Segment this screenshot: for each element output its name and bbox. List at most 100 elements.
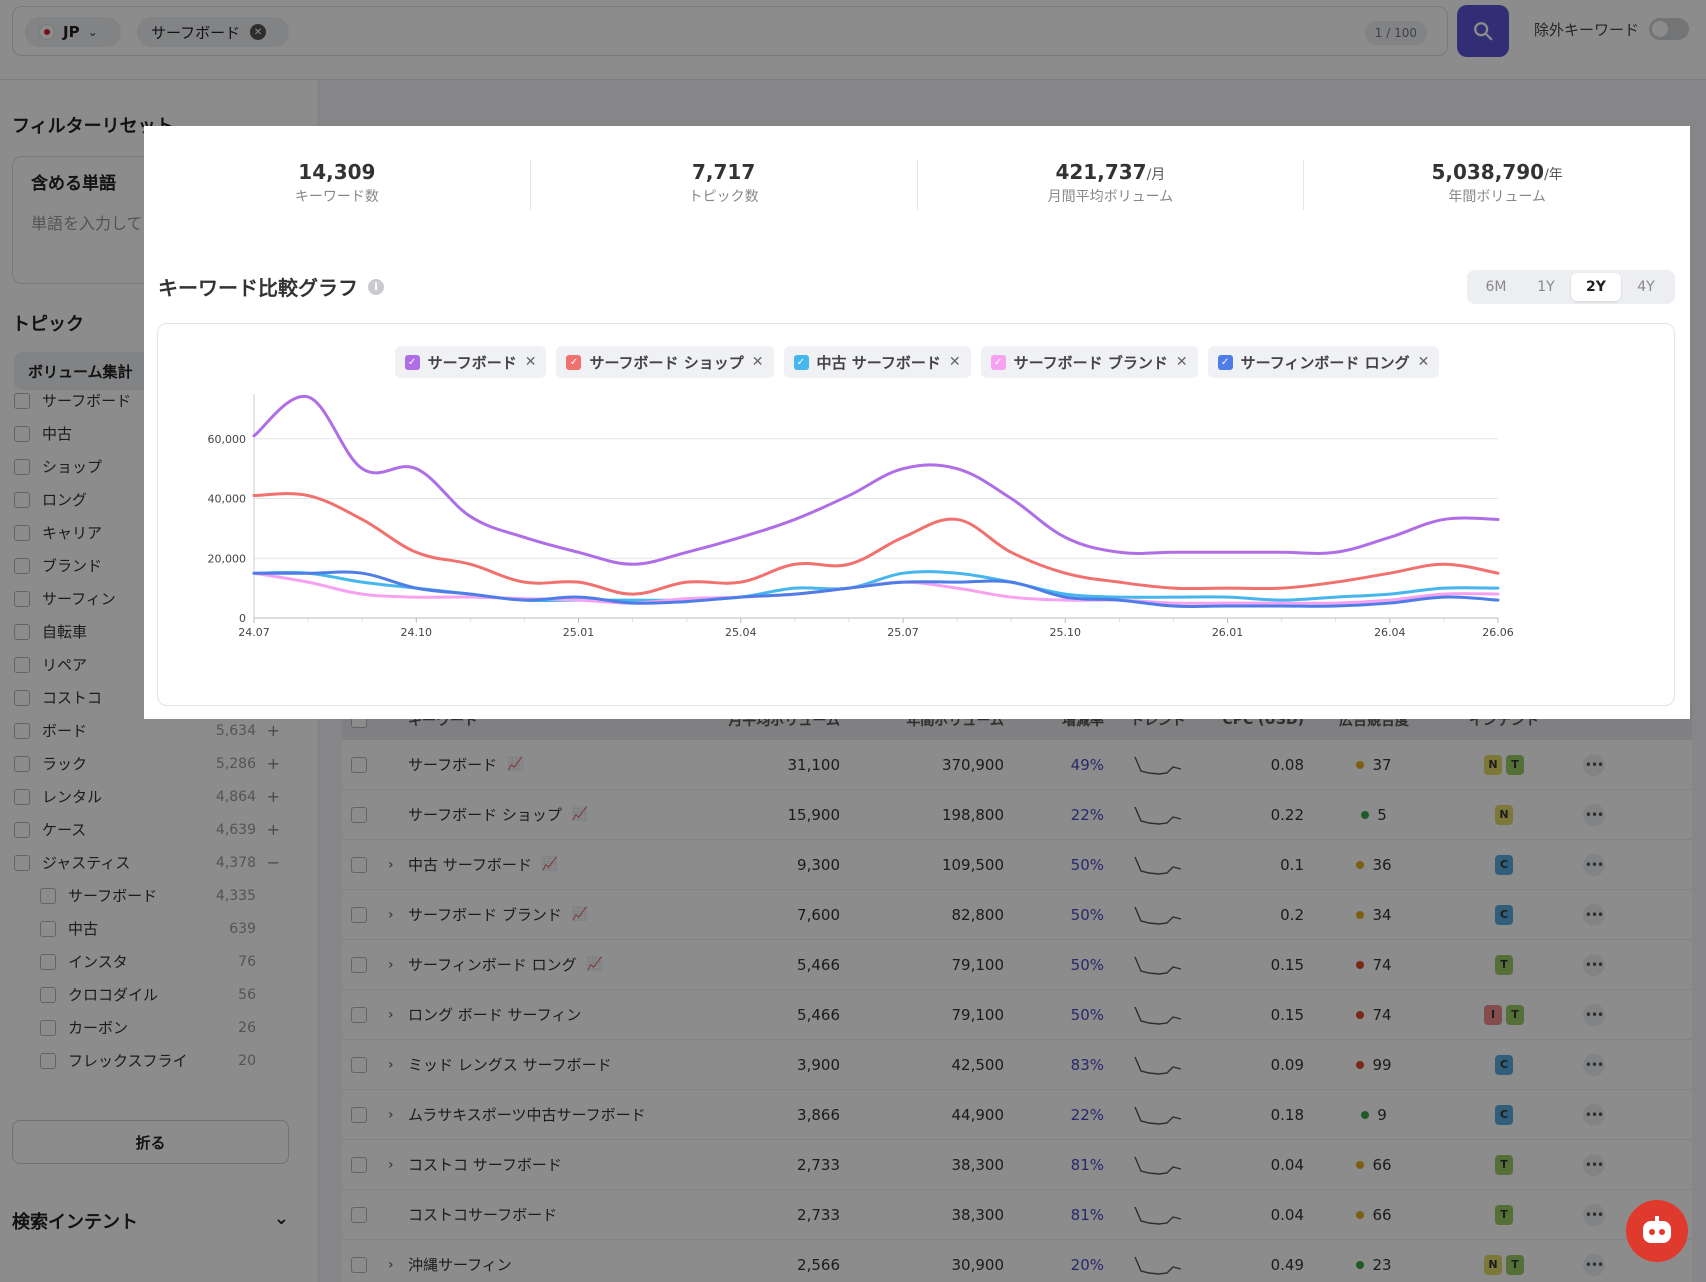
topic-item[interactable]: ラック 5,286 + <box>14 747 280 780</box>
more-options-icon[interactable]: ••• <box>1583 903 1605 926</box>
row-checkbox[interactable] <box>351 1156 367 1173</box>
topic-item[interactable]: サーフボード 4,335 <box>14 879 280 912</box>
keyword-text[interactable]: コストコ サーフボード <box>408 1156 562 1174</box>
topic-item[interactable]: サーフィン <box>14 582 280 615</box>
search-intent-section[interactable]: 検索インテント ⌄ <box>12 1208 289 1234</box>
more-options-icon[interactable]: ••• <box>1583 753 1605 776</box>
topic-checkbox[interactable] <box>40 920 56 937</box>
topic-checkbox[interactable] <box>14 689 30 706</box>
legend-checkbox[interactable]: ✓ <box>404 354 420 370</box>
expand-row-icon[interactable]: › <box>388 1006 394 1023</box>
topic-item[interactable]: ロング <box>14 483 280 516</box>
topic-checkbox[interactable] <box>14 623 30 640</box>
topic-checkbox[interactable] <box>14 788 30 805</box>
range-button-2y[interactable]: 2Y <box>1571 273 1621 301</box>
row-checkbox[interactable] <box>351 1056 367 1073</box>
topic-checkbox[interactable] <box>40 1019 56 1036</box>
exclude-keyword-toggle[interactable] <box>1649 18 1690 40</box>
expand-row-icon[interactable]: › <box>388 1256 394 1273</box>
topic-checkbox[interactable] <box>14 656 30 673</box>
keyword-text[interactable]: ロング ボード サーフィン <box>408 1006 582 1024</box>
remove-series-icon[interactable]: ✕ <box>1175 354 1188 370</box>
table-row[interactable]: › ムラサキスポーツ中古サーフボード 3,866 44,900 22% 0.18… <box>342 1090 1692 1140</box>
chart-icon[interactable]: 📈 <box>571 807 589 822</box>
legend-item[interactable]: ✓ サーフボード ブランド ✕ <box>980 346 1198 378</box>
table-row[interactable]: › サーフィンボード ロング 📈 5,466 79,100 50% 0.15 74… <box>342 940 1692 990</box>
row-checkbox[interactable] <box>351 1206 367 1223</box>
more-options-icon[interactable]: ••• <box>1583 1053 1605 1076</box>
topic-item[interactable]: ショップ <box>14 450 280 483</box>
chart-icon[interactable]: 📈 <box>507 757 524 772</box>
topic-checkbox[interactable] <box>14 458 30 475</box>
table-row[interactable]: › サーフボード ブランド 📈 7,600 82,800 50% 0.2 34 C… <box>342 890 1692 940</box>
topic-checkbox[interactable] <box>14 854 30 871</box>
row-checkbox[interactable] <box>351 1106 367 1123</box>
expand-row-icon[interactable]: › <box>388 1056 394 1073</box>
topic-checkbox[interactable] <box>14 722 30 739</box>
row-checkbox[interactable] <box>351 806 367 823</box>
range-button-4y[interactable]: 4Y <box>1637 279 1655 295</box>
more-options-icon[interactable]: ••• <box>1583 1003 1605 1026</box>
chart-icon[interactable]: 📈 <box>586 957 603 972</box>
remove-series-icon[interactable]: ✕ <box>1417 354 1430 370</box>
keyword-text[interactable]: サーフィンボード ロング <box>408 956 577 974</box>
topic-checkbox[interactable] <box>40 887 56 904</box>
topic-checkbox[interactable] <box>40 1052 56 1069</box>
row-checkbox[interactable] <box>351 956 367 973</box>
expand-row-icon[interactable]: › <box>388 1106 394 1123</box>
topic-checkbox[interactable] <box>14 590 30 607</box>
include-words-input[interactable]: 単語を入力して <box>31 214 143 233</box>
more-options-icon[interactable]: ••• <box>1583 853 1605 876</box>
legend-item[interactable]: ✓ 中古 サーフボード ✕ <box>783 346 971 378</box>
topic-item[interactable]: コストコ <box>14 681 280 714</box>
row-checkbox[interactable] <box>351 906 367 923</box>
topic-item[interactable]: ボード 5,634 + <box>14 714 280 747</box>
topic-checkbox[interactable] <box>40 986 56 1003</box>
row-checkbox[interactable] <box>351 1006 367 1023</box>
topic-item[interactable]: フレックスフライ 20 <box>14 1044 280 1077</box>
topic-item[interactable]: インスタ 76 <box>14 945 280 978</box>
row-checkbox[interactable] <box>351 856 367 873</box>
table-row[interactable]: コストコサーフボード 2,733 38,300 81% 0.04 66 T ••… <box>342 1190 1692 1240</box>
legend-checkbox[interactable]: ✓ <box>990 354 1006 370</box>
filter-reset[interactable]: フィルターリセット <box>12 116 174 137</box>
fold-button[interactable]: 折る <box>12 1120 289 1164</box>
expand-topic-icon[interactable]: − <box>266 853 280 872</box>
range-button-1y[interactable]: 1Y <box>1537 279 1555 295</box>
expand-topic-icon[interactable]: + <box>266 787 280 806</box>
topic-checkbox[interactable] <box>14 524 30 541</box>
keyword-text[interactable]: コストコサーフボード <box>408 1206 558 1224</box>
keyword-text[interactable]: サーフボード ブランド <box>408 906 562 924</box>
topic-checkbox[interactable] <box>40 953 56 970</box>
expand-topic-icon[interactable]: + <box>266 820 280 839</box>
more-options-icon[interactable]: ••• <box>1583 1203 1605 1226</box>
topic-item[interactable]: ジャスティス 4,378 − <box>14 846 280 879</box>
search-button[interactable] <box>1457 5 1509 57</box>
topic-item[interactable]: 中古 639 <box>14 912 280 945</box>
chatbot-button[interactable] <box>1626 1200 1688 1262</box>
remove-series-icon[interactable]: ✕ <box>524 354 537 370</box>
legend-checkbox[interactable]: ✓ <box>1217 354 1233 370</box>
legend-checkbox[interactable]: ✓ <box>566 354 582 370</box>
topic-item[interactable]: キャリア <box>14 516 280 549</box>
topic-checkbox[interactable] <box>14 491 30 508</box>
keyword-text[interactable]: 中古 サーフボード <box>408 856 532 874</box>
topic-item[interactable]: 中古 <box>14 417 280 450</box>
remove-chip-icon[interactable]: ✕ <box>250 24 267 40</box>
keyword-search-box[interactable]: JP ⌄ サーフボード ✕ 1 / 100 <box>12 6 1448 56</box>
legend-item[interactable]: ✓ サーフィンボード ロング ✕ <box>1207 346 1440 378</box>
more-options-icon[interactable]: ••• <box>1583 1153 1605 1176</box>
expand-row-icon[interactable]: › <box>388 1156 394 1173</box>
topic-item[interactable]: サーフボード <box>14 384 280 417</box>
info-icon[interactable]: i <box>368 278 384 295</box>
topic-item[interactable]: 自転車 <box>14 615 280 648</box>
row-checkbox[interactable] <box>351 756 367 773</box>
remove-series-icon[interactable]: ✕ <box>751 354 764 370</box>
topic-checkbox[interactable] <box>14 755 30 772</box>
row-checkbox[interactable] <box>351 1256 367 1273</box>
expand-topic-icon[interactable]: + <box>266 754 280 773</box>
legend-item[interactable]: ✓ サーフボード ✕ <box>394 346 547 378</box>
expand-topic-icon[interactable]: + <box>266 721 280 740</box>
